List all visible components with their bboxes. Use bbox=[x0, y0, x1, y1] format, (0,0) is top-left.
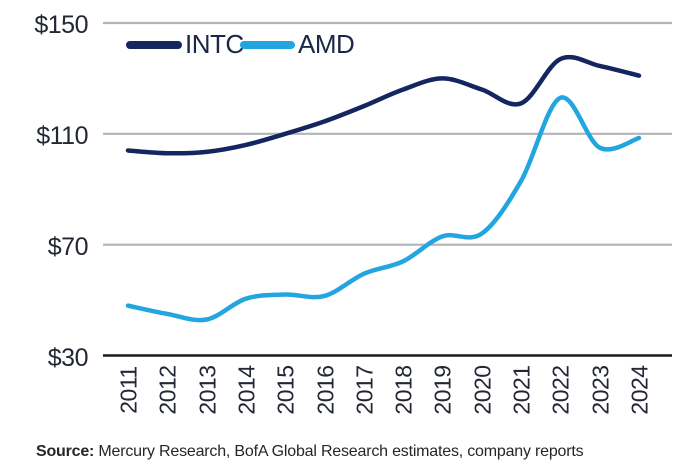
x-axis-tick-label: 2011 bbox=[115, 366, 142, 414]
x-axis-tick-label: 2022 bbox=[547, 365, 574, 415]
x-axis-tick-label: 2024 bbox=[626, 365, 653, 415]
x-axis-tick-label: 2018 bbox=[390, 365, 417, 415]
intc-legend-label: INTC bbox=[185, 29, 244, 59]
y-axis-tick-label: $70 bbox=[47, 232, 89, 261]
x-axis-tick-label: 2021 bbox=[508, 365, 535, 415]
source-label: Source: bbox=[36, 443, 95, 460]
intc-legend-swatch-icon bbox=[126, 41, 182, 49]
x-axis-tick-label: 2014 bbox=[233, 365, 260, 415]
x-axis-tick-label: 2015 bbox=[272, 365, 299, 415]
x-axis-tick-label: 2020 bbox=[469, 365, 496, 415]
amd-series-line bbox=[125, 95, 642, 323]
x-axis-tick-label: 2017 bbox=[351, 365, 378, 415]
y-axis-tick-label: $150 bbox=[34, 11, 88, 39]
amd-legend-label: AMD bbox=[298, 29, 355, 59]
y-axis-tick-label: $30 bbox=[47, 343, 89, 372]
x-axis-tick-label: 2016 bbox=[312, 365, 339, 415]
amd-legend-swatch-icon bbox=[240, 41, 295, 49]
x-axis-tick-label: 2013 bbox=[194, 365, 221, 415]
source-text: Mercury Research, BofA Global Research e… bbox=[94, 443, 584, 460]
y-axis-tick-label: $110 bbox=[36, 121, 88, 150]
intc-series-line bbox=[125, 54, 642, 156]
source-note: Source: Mercury Research, BofA Global Re… bbox=[36, 443, 584, 461]
x-axis-tick-label: 2019 bbox=[429, 365, 456, 415]
x-axis-tick-label: 2023 bbox=[587, 365, 614, 415]
x-axis-tick-label: 2012 bbox=[154, 365, 181, 415]
